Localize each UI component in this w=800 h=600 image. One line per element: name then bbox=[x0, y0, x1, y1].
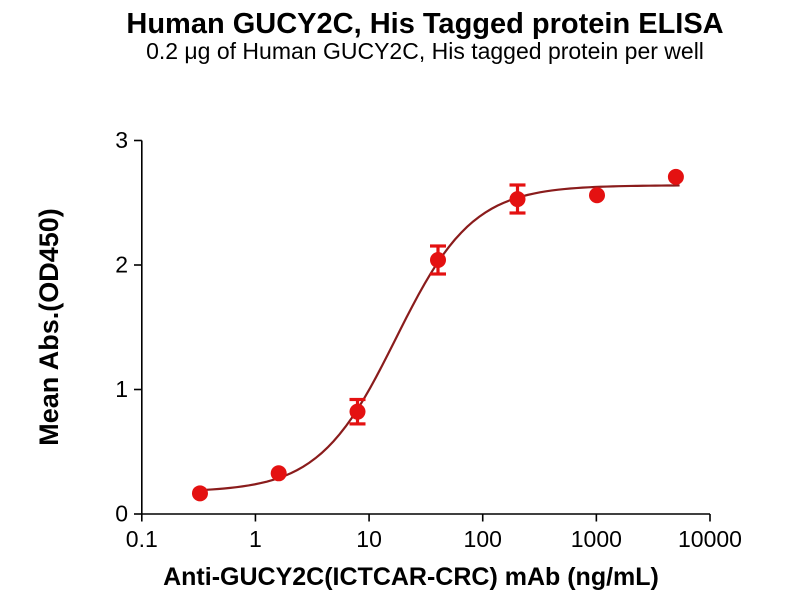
svg-text:10: 10 bbox=[356, 526, 382, 552]
svg-text:10000: 10000 bbox=[678, 526, 742, 552]
svg-text:1: 1 bbox=[115, 376, 128, 402]
svg-text:0: 0 bbox=[115, 501, 128, 527]
svg-text:1: 1 bbox=[249, 526, 262, 552]
svg-text:Mean Abs.(OD450): Mean Abs.(OD450) bbox=[34, 208, 64, 446]
svg-text:100: 100 bbox=[464, 526, 502, 552]
svg-text:Anti-GUCY2C(ICTCAR-CRC) mAb: Anti-GUCY2C(ICTCAR-CRC) mAb (ng/mL) bbox=[163, 563, 659, 591]
svg-text:1000: 1000 bbox=[571, 526, 622, 552]
svg-text:2: 2 bbox=[115, 252, 128, 278]
svg-text:0.1: 0.1 bbox=[126, 526, 158, 552]
svg-text:3: 3 bbox=[115, 127, 128, 153]
